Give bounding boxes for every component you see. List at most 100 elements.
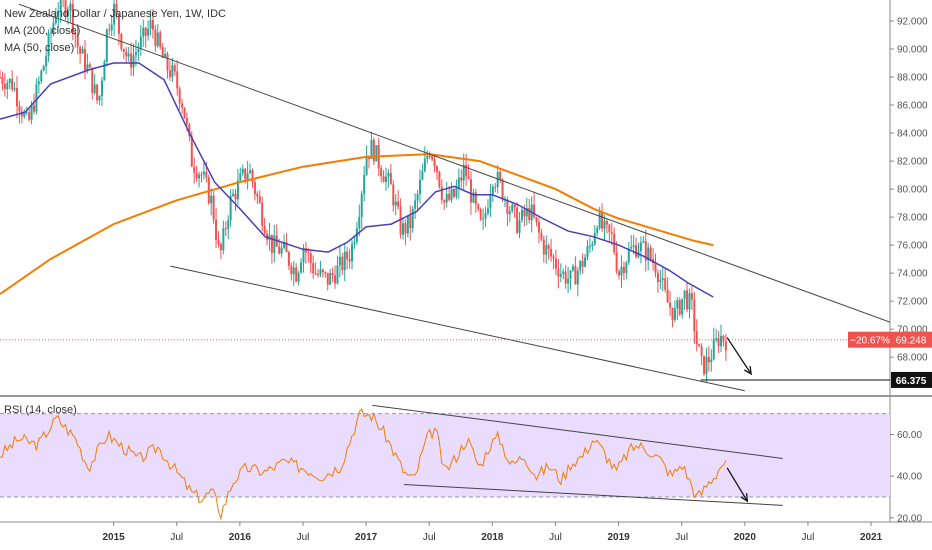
candle-body — [96, 84, 99, 101]
candle-body — [683, 290, 686, 299]
candle-body — [443, 200, 446, 203]
candle-body — [100, 80, 103, 97]
price-tick-label: 84.000 — [897, 129, 928, 140]
candle-body — [601, 212, 604, 229]
candle-body — [105, 29, 108, 62]
candle-body — [285, 242, 288, 253]
candle-body — [229, 195, 232, 221]
candle-body — [193, 166, 196, 173]
candle-body — [353, 241, 356, 245]
candle-body — [251, 170, 254, 183]
candle-body — [219, 244, 222, 251]
candle-body — [428, 155, 431, 157]
candle-body — [489, 194, 492, 209]
candle-body — [618, 271, 621, 276]
candle-body — [113, 3, 116, 25]
candle-body — [215, 219, 218, 241]
candle-body — [712, 339, 715, 360]
candle-body — [671, 307, 674, 321]
candle-body — [516, 207, 519, 233]
candle-body — [115, 3, 118, 16]
candle-body — [445, 193, 448, 203]
time-tick-label: 2018 — [481, 532, 504, 543]
candle-body — [239, 173, 242, 181]
candle-body — [418, 179, 421, 194]
candle-body — [673, 308, 676, 321]
time-tick-label: Jul — [675, 532, 688, 543]
rsi-band — [0, 413, 890, 497]
candle-body — [528, 207, 531, 221]
candle-body — [329, 272, 332, 285]
candle-body — [125, 51, 128, 57]
candle-body — [406, 215, 409, 234]
rsi-trendline — [403, 484, 783, 506]
rsi-line — [0, 408, 727, 521]
candle-body — [171, 65, 174, 78]
candle-body — [508, 211, 511, 215]
candle-body — [605, 221, 608, 225]
candle-body — [552, 256, 555, 259]
support-badge — [891, 371, 932, 388]
candle-body — [392, 184, 395, 206]
candle-body — [79, 47, 82, 54]
ma200-line — [0, 153, 714, 295]
candle-body — [457, 177, 460, 188]
candle-body — [351, 244, 354, 262]
candle-body — [518, 220, 521, 233]
candle-body — [319, 269, 322, 275]
candle-body — [635, 245, 638, 257]
price-tick-label: 78.000 — [897, 213, 928, 224]
candle-body — [389, 172, 392, 185]
candle-body — [59, 0, 62, 12]
candle-body — [253, 182, 256, 194]
candle-body — [302, 248, 305, 263]
candle-body — [584, 257, 587, 267]
candle-body — [297, 272, 300, 282]
candle-body — [581, 261, 584, 267]
candle-body — [137, 48, 140, 53]
candle-body — [477, 204, 480, 210]
candle-body — [173, 65, 176, 72]
candle-body — [615, 252, 618, 272]
candle-body — [263, 225, 266, 234]
candle-body — [523, 209, 526, 217]
candle-body — [482, 218, 485, 220]
candle-body — [69, 3, 72, 11]
rsi-legend[interactable]: RSI (14, close) — [4, 404, 77, 416]
candle-body — [287, 252, 290, 266]
candle-body — [513, 204, 516, 208]
candle-body — [108, 29, 111, 31]
candle-body — [375, 145, 378, 162]
candle-body — [649, 247, 652, 259]
candle-body — [647, 247, 650, 261]
change-pct-badge — [848, 331, 892, 348]
candle-body — [249, 170, 252, 174]
candle-body — [130, 53, 133, 68]
candle-body — [20, 111, 23, 117]
ma50-legend[interactable]: MA (50, close) — [4, 42, 75, 54]
candle-body — [212, 195, 215, 220]
candle-body — [334, 275, 337, 284]
ma200-legend[interactable]: MA (200, close) — [4, 25, 81, 37]
candle-body — [309, 253, 312, 264]
candle-body — [654, 263, 657, 273]
candle-body — [181, 103, 184, 108]
candle-body — [270, 234, 273, 253]
candle-body — [346, 251, 349, 260]
candle-body — [440, 186, 443, 201]
candle-body — [448, 193, 451, 200]
candle-body — [564, 271, 567, 284]
candle-body — [469, 179, 472, 203]
candle-body — [715, 338, 718, 340]
last-price-label: 69.248 — [896, 336, 927, 347]
candle-body — [639, 242, 642, 252]
candle-body — [258, 196, 261, 203]
candle-body — [404, 223, 407, 234]
candle-body — [511, 204, 514, 212]
candle-body — [195, 172, 198, 179]
candle-body — [32, 105, 35, 112]
candle-body — [37, 81, 40, 85]
candle-body — [227, 220, 230, 229]
rsi-trendline — [372, 404, 783, 459]
candle-body — [409, 215, 412, 229]
